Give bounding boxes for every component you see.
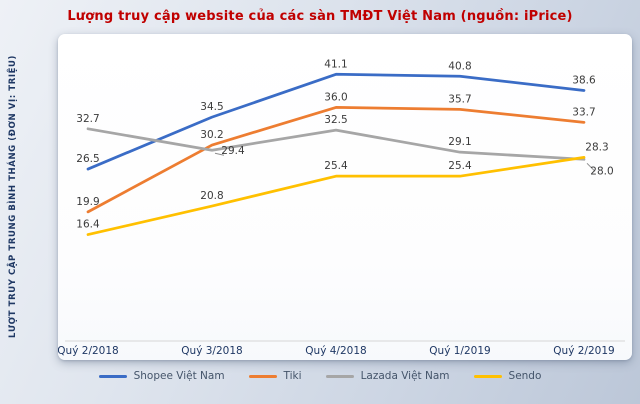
- legend-label: Shopee Việt Nam: [133, 370, 225, 382]
- legend-item-tiki: Tiki: [248, 370, 302, 382]
- legend-item-shopee: Shopee Việt Nam: [98, 370, 225, 382]
- svg-text:Quý 4/2018: Quý 4/2018: [305, 345, 366, 357]
- legend-label: Lazada Việt Nam: [360, 370, 450, 382]
- svg-text:28.3: 28.3: [585, 141, 608, 153]
- chart-card: 26.5 34.5 41.1 40.8 38.6 19.9 30.2 36.0 35.7 33.7…: [58, 34, 632, 360]
- legend-item-sendo: Sendo: [473, 370, 542, 382]
- svg-text:29.4: 29.4: [221, 145, 245, 157]
- chart-title: Lượng truy cập website của các sàn TMĐT …: [67, 9, 573, 24]
- svg-text:33.7: 33.7: [572, 106, 595, 118]
- svg-text:Quý 2/2019: Quý 2/2019: [553, 345, 614, 357]
- legend-line-marker-sendo: [473, 374, 502, 378]
- svg-text:36.0: 36.0: [324, 91, 347, 103]
- svg-text:34.5: 34.5: [200, 101, 223, 113]
- legend-line-marker-shopee: [98, 374, 127, 378]
- svg-text:25.4: 25.4: [324, 160, 348, 172]
- y-axis-label-container: LƯỢT TRUY CẬP TRUNG BÌNH THÁNG (ĐƠN VỊ: …: [2, 34, 24, 360]
- svg-text:Quý 3/2018: Quý 3/2018: [181, 345, 242, 357]
- svg-text:35.7: 35.7: [448, 93, 471, 105]
- legend-label: Sendo: [508, 370, 542, 382]
- legend-line-marker-tiki: [248, 374, 277, 378]
- svg-text:41.1: 41.1: [324, 58, 347, 70]
- svg-text:19.9: 19.9: [76, 196, 99, 208]
- svg-text:20.8: 20.8: [200, 190, 223, 202]
- svg-text:16.4: 16.4: [76, 219, 100, 231]
- y-axis-label: LƯỢT TRUY CẬP TRUNG BÌNH THÁNG (ĐƠN VỊ: …: [8, 55, 18, 339]
- svg-text:25.4: 25.4: [448, 160, 472, 172]
- chart-plot: 26.5 34.5 41.1 40.8 38.6 19.9 30.2 36.0 35.7 33.7…: [58, 58, 625, 357]
- svg-text:32.5: 32.5: [324, 114, 347, 126]
- svg-text:29.1: 29.1: [448, 136, 471, 148]
- svg-text:Quý 1/2019: Quý 1/2019: [429, 345, 490, 357]
- svg-text:40.8: 40.8: [448, 60, 471, 72]
- svg-text:28.0: 28.0: [590, 165, 613, 177]
- svg-text:38.6: 38.6: [572, 75, 596, 87]
- legend-label: Tiki: [283, 370, 302, 382]
- svg-text:32.7: 32.7: [76, 113, 99, 125]
- svg-text:26.5: 26.5: [76, 153, 99, 165]
- legend-line-marker-lazada: [325, 374, 354, 378]
- svg-text:Quý 2/2018: Quý 2/2018: [58, 345, 119, 357]
- legend-item-lazada: Lazada Việt Nam: [325, 370, 450, 382]
- svg-text:30.2: 30.2: [200, 129, 223, 141]
- legend: Shopee Việt Nam Tiki Lazada Việt Nam Sen…: [0, 370, 640, 382]
